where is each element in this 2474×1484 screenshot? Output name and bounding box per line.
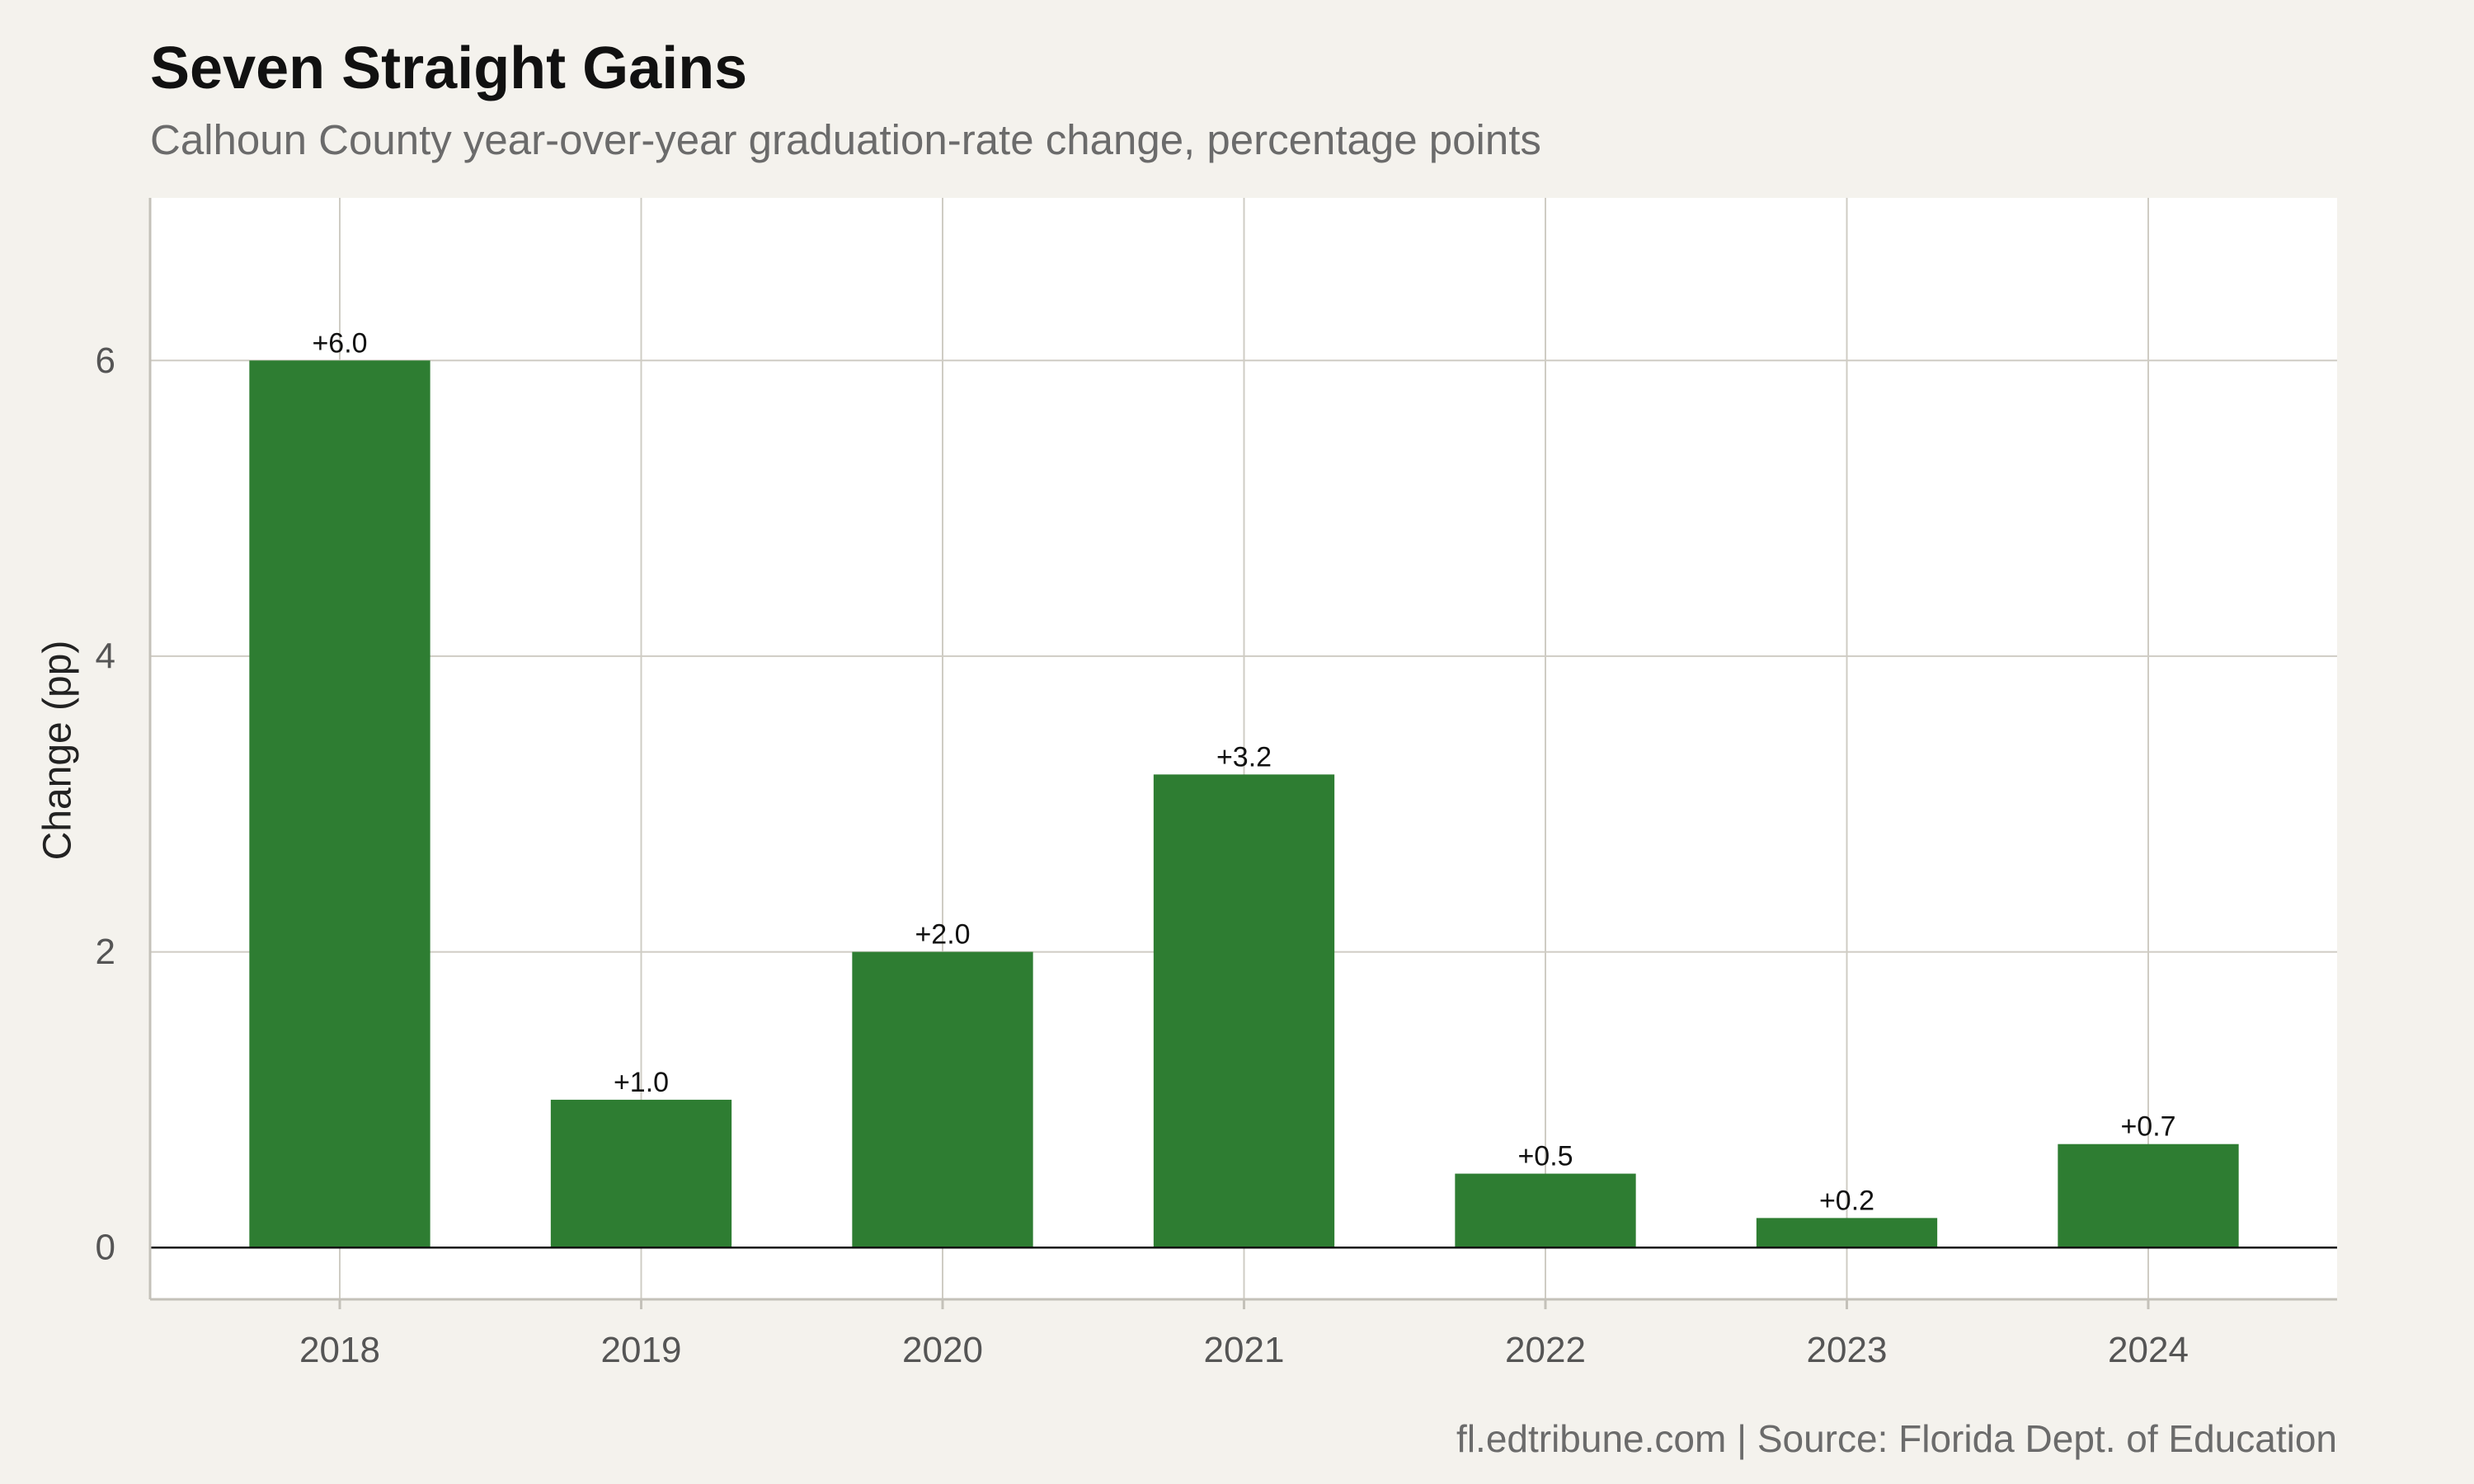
data-label: +3.2 — [1216, 741, 1272, 773]
bars — [249, 360, 2239, 1248]
y-tick-label: 0 — [96, 1228, 115, 1268]
source-caption: fl.edtribune.com | Source: Florida Dept.… — [1456, 1417, 2337, 1460]
bar-2023 — [1756, 1218, 1938, 1248]
y-tick-label: 6 — [96, 340, 115, 381]
data-label: +0.5 — [1517, 1141, 1573, 1172]
x-tick-label: 2019 — [601, 1330, 682, 1370]
chart-title: Seven Straight Gains — [150, 35, 748, 101]
y-tick-label: 4 — [96, 636, 115, 676]
data-label: +6.0 — [312, 327, 367, 359]
x-tick-label: 2022 — [1505, 1330, 1586, 1370]
bar-2019 — [550, 1099, 732, 1248]
chart-subtitle: Calhoun County year-over-year graduation… — [150, 116, 1541, 163]
labels: 0 2 4 6 +6.0 +1.0 +2.0 +3.2 +0.5 +0.2 +0.7 2018 2019… — [96, 327, 2189, 1370]
bar-2024 — [2058, 1144, 2239, 1248]
y-tick-label: 2 — [96, 932, 115, 972]
data-label: +2.0 — [915, 919, 970, 951]
axes — [148, 198, 2337, 1309]
data-label: +1.0 — [614, 1067, 669, 1098]
x-tick-label: 2023 — [1807, 1330, 1888, 1370]
x-tick-label: 2021 — [1204, 1330, 1285, 1370]
bar-2020 — [852, 951, 1033, 1248]
bar-2021 — [1153, 774, 1335, 1248]
data-label: +0.2 — [1819, 1185, 1874, 1216]
x-tick-label: 2024 — [2108, 1330, 2189, 1370]
x-tick-label: 2018 — [299, 1330, 380, 1370]
x-tick-label: 2020 — [902, 1330, 983, 1370]
bar-2022 — [1455, 1173, 1636, 1248]
data-label: +0.7 — [2120, 1111, 2175, 1143]
bar-2018 — [249, 360, 430, 1248]
